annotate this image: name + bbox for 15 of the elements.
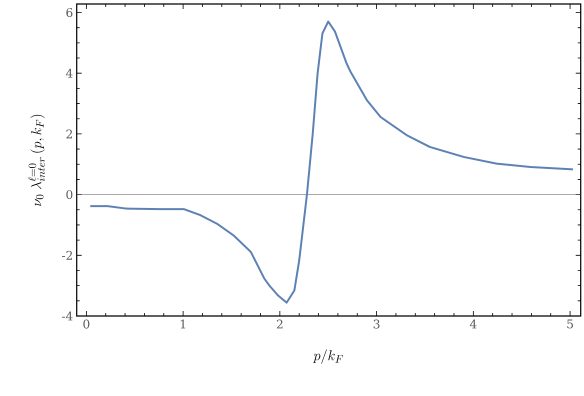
x-tick-label: 3	[374, 320, 380, 329]
y-tick-label: -2	[62, 250, 72, 260]
y-tick-label: -4	[62, 312, 73, 320]
line-series	[89, 20, 574, 304]
y-tick-label: 6	[66, 8, 72, 18]
x-tick-label: 4	[470, 320, 477, 328]
x-tick-label: 5	[567, 320, 573, 328]
x-axis-title: $p/k_F$	[313, 349, 344, 364]
y-axis-title: $\nu_0\;\lambda^{\ell=0}_{inter}\,(p,k_F)$	[28, 114, 45, 206]
y-tick-label: 0	[66, 190, 72, 200]
x-tick-label: 1	[180, 320, 186, 328]
y-tick-label: 4	[66, 68, 73, 78]
y-tick-label: 2	[66, 129, 72, 138]
x-tick-label: 2	[276, 320, 282, 328]
x-tick-label: 0	[83, 320, 90, 329]
